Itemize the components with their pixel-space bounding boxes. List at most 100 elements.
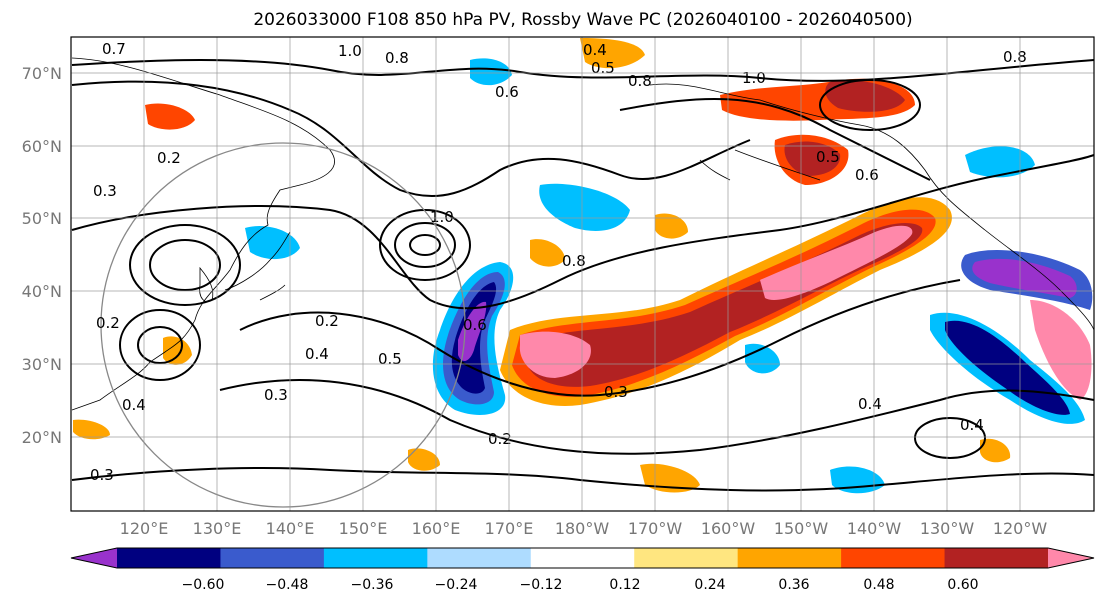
colorbar-tick: 0.60 xyxy=(947,577,978,593)
negative-canada xyxy=(965,146,1035,178)
colorbar-tick: 0.48 xyxy=(863,577,894,593)
contour-label: 0.2 xyxy=(96,314,120,332)
map-frame xyxy=(70,36,1095,512)
lon-label: 170°E xyxy=(485,519,534,538)
shaded-anomalies xyxy=(73,38,1093,494)
latitude-labels: 70°N 60°N 50°N 40°N 30°N 20°N xyxy=(22,64,62,447)
colorbar-outline xyxy=(70,547,1095,569)
contour-line xyxy=(409,234,441,256)
contour-label: 0.5 xyxy=(591,59,615,77)
lon-label: 150°E xyxy=(339,519,388,538)
contour-label: 0.6 xyxy=(855,166,879,184)
colorbar-swatch xyxy=(117,548,221,568)
lat-label: 50°N xyxy=(22,209,62,228)
contour-line xyxy=(129,224,241,306)
contour-label: 0.4 xyxy=(305,345,329,363)
positive-core-west xyxy=(519,331,591,378)
lat-label: 60°N xyxy=(22,137,62,156)
figure-title: 2026033000 F108 850 hPa PV, Rossby Wave … xyxy=(253,10,912,30)
contour-line xyxy=(71,467,1095,492)
colorbar: −0.60 −0.48 −0.36 −0.24 −0.12 0.12 0.24 … xyxy=(70,547,1095,593)
lat-label: 30°N xyxy=(22,355,62,374)
contour-line xyxy=(119,309,201,381)
colorbar-swatch xyxy=(427,548,532,568)
contour-line xyxy=(379,209,471,281)
lon-label: 160°E xyxy=(412,519,461,538)
negative-japan-sea xyxy=(245,226,300,260)
colorbar-tick: 0.12 xyxy=(609,577,640,593)
contour-label: 0.2 xyxy=(488,430,512,448)
north-america-coastline xyxy=(649,83,1095,331)
colorbar-tick: −0.48 xyxy=(266,577,309,593)
contour-label: 1.0 xyxy=(430,208,454,226)
contour-line xyxy=(149,239,221,291)
contour-line xyxy=(71,80,751,198)
positive-tropical xyxy=(408,448,440,471)
colorbar-swatch xyxy=(220,548,325,568)
colorbar-swatch xyxy=(323,548,428,568)
colorbar-extend-max xyxy=(1048,548,1094,568)
lon-label: 150°W xyxy=(774,519,829,538)
colorbar-tick: 0.36 xyxy=(778,577,809,593)
contour-label: 0.6 xyxy=(495,83,519,101)
lon-label: 170°W xyxy=(628,519,683,538)
contour-label: 0.4 xyxy=(858,395,882,413)
contour-line xyxy=(137,326,183,364)
positive-siberia xyxy=(145,103,195,130)
positive-mid-pacific xyxy=(530,239,565,267)
colorbar-swatch xyxy=(841,548,946,568)
contour-line xyxy=(819,79,921,131)
contour-label: 0.2 xyxy=(315,312,339,330)
contour-label: 0.5 xyxy=(378,350,402,368)
positive-north-patch xyxy=(580,38,645,69)
lon-label: 130°W xyxy=(920,519,975,538)
negative-bering xyxy=(470,58,512,86)
colorbar-tick: −0.36 xyxy=(351,577,394,593)
contour-label: 0.8 xyxy=(628,72,652,90)
contour-label: 0.3 xyxy=(264,386,288,404)
projection-circle xyxy=(100,142,466,508)
map-gridlines xyxy=(71,37,1094,511)
contour-label: 1.0 xyxy=(338,42,362,60)
contour-label: 0.5 xyxy=(816,148,840,166)
coastlines xyxy=(71,57,1095,411)
contour-label: 0.3 xyxy=(90,466,114,484)
negative-wave-core xyxy=(458,301,487,362)
colorbar-tick: 0.24 xyxy=(694,577,725,593)
lon-label: 180°W xyxy=(555,519,610,538)
contour-label: 0.2 xyxy=(157,149,181,167)
lat-label: 70°N xyxy=(22,64,62,83)
contour-label: 0.4 xyxy=(960,416,984,434)
positive-tropical-east xyxy=(980,438,1011,463)
contour-label: 0.3 xyxy=(93,182,117,200)
positive-small-patch xyxy=(655,213,688,239)
lon-label: 160°W xyxy=(701,519,756,538)
lon-label: 140°W xyxy=(847,519,902,538)
contour-line xyxy=(71,154,1095,310)
contour-line xyxy=(914,417,986,459)
lon-label: 140°E xyxy=(266,519,315,538)
contour-label: 0.7 xyxy=(102,40,126,58)
contour-line xyxy=(619,98,931,181)
asia-coastline xyxy=(71,57,335,411)
contour-label: 0.6 xyxy=(463,316,487,334)
contour-line xyxy=(239,279,961,397)
colorbar-swatch xyxy=(737,548,842,568)
negative-hawaii xyxy=(745,343,780,374)
negative-north-pacific xyxy=(539,183,630,231)
colorbar-swatch xyxy=(634,548,739,568)
colorbar-tick: −0.12 xyxy=(520,577,563,593)
contour-label: 0.8 xyxy=(562,252,586,270)
contour-labels: 0.7 1.0 0.8 0.4 0.5 0.8 0.6 1.0 0.8 0.2 … xyxy=(90,40,1027,484)
lat-label: 40°N xyxy=(22,282,62,301)
positive-east-coast xyxy=(1030,300,1092,400)
colorbar-swatch xyxy=(530,548,635,568)
japan-coastline xyxy=(224,231,291,301)
contour-label: 0.8 xyxy=(1003,48,1027,66)
contour-label: 1.0 xyxy=(742,69,766,87)
positive-arctic-core xyxy=(825,80,905,112)
positive-taiwan xyxy=(163,336,192,365)
lon-label: 120°W xyxy=(993,519,1048,538)
contour-line xyxy=(219,379,1095,455)
